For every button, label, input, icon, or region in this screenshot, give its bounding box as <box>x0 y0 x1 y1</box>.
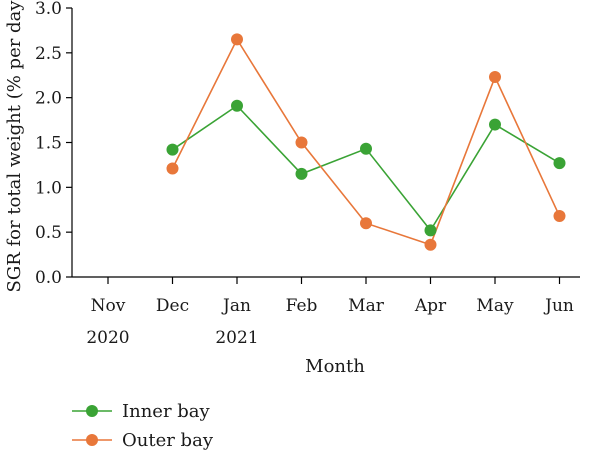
y-axis-ticks: 0.0 0.5 1.0 1.5 2.0 2.5 3.0 <box>35 0 72 288</box>
x-tick-label: Feb <box>286 296 318 316</box>
y-tick-label: 2.5 <box>35 44 62 64</box>
data-point <box>166 162 179 175</box>
data-point <box>295 136 308 149</box>
legend: Inner bay Outer bay <box>72 401 214 451</box>
x-tick-year-label: 2021 <box>215 328 258 348</box>
data-point <box>489 118 501 131</box>
data-point <box>360 142 372 155</box>
y-axis-title: SGR for total weight (% per day) <box>4 0 25 293</box>
x-tick-label: Dec <box>156 296 189 316</box>
series-line-1 <box>171 37 561 246</box>
data-point <box>231 33 243 46</box>
x-tick-label: Apr <box>414 296 447 316</box>
data-point <box>424 238 437 251</box>
y-tick-label: 2.0 <box>35 89 62 109</box>
series-line-0 <box>172 104 560 232</box>
legend-marker <box>86 434 98 446</box>
y-tick-label: 3.0 <box>35 0 62 19</box>
x-axis-title: Month <box>305 356 365 377</box>
y-tick-label: 1.5 <box>35 134 62 154</box>
y-tick-label: 0.5 <box>35 223 62 243</box>
data-point <box>166 143 179 156</box>
legend-marker <box>86 405 98 417</box>
data-point <box>424 224 437 237</box>
data-point <box>295 167 308 180</box>
x-axis-ticks: Nov 2020 Dec Jan 2021 Feb Mar Apr May Jun <box>86 277 574 348</box>
data-point <box>360 217 372 230</box>
y-tick-label: 0.0 <box>35 268 62 288</box>
data-point <box>553 157 566 170</box>
x-tick-label: Jun <box>543 296 574 316</box>
series-layer <box>166 33 566 251</box>
x-tick-label: May <box>476 296 514 316</box>
x-tick-label: Mar <box>348 296 385 316</box>
x-tick-label: Jan <box>221 296 251 316</box>
data-point <box>231 99 243 112</box>
legend-label: Outer bay <box>122 430 214 451</box>
data-point <box>489 71 501 84</box>
legend-label: Inner bay <box>122 401 211 422</box>
data-point <box>553 210 566 223</box>
x-tick-label: Nov <box>91 296 126 316</box>
x-tick-year-label: 2020 <box>86 328 129 348</box>
y-tick-label: 1.0 <box>35 178 62 198</box>
